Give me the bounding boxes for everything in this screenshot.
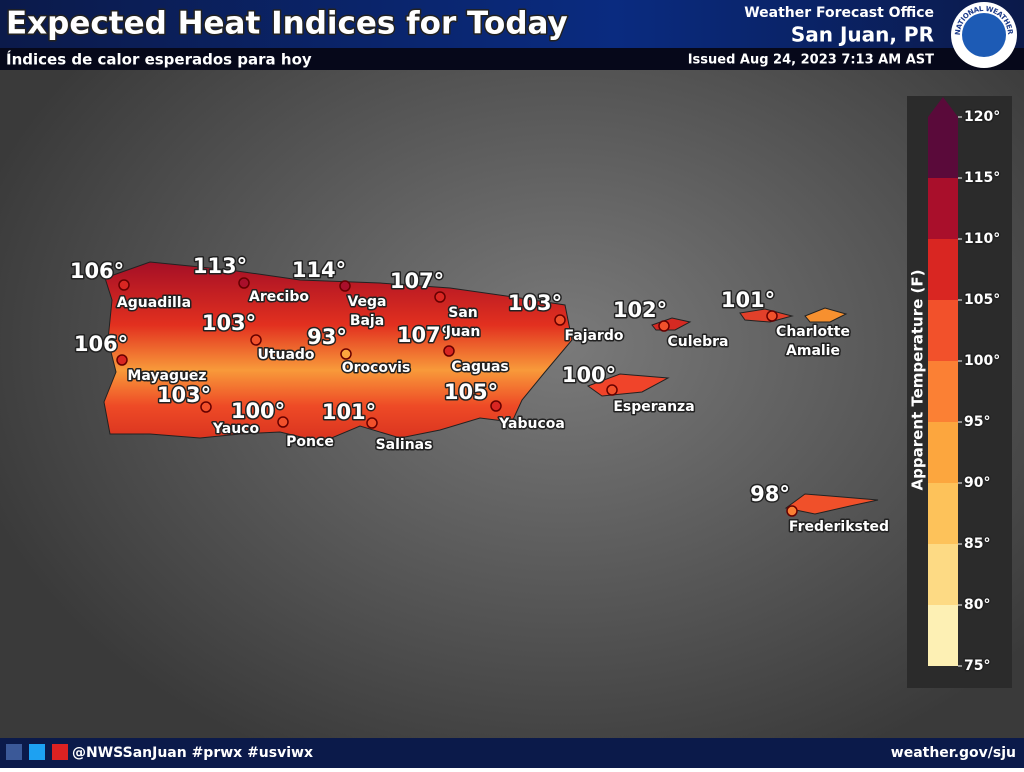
place-label: Orocovis	[342, 360, 411, 376]
legend-band	[928, 544, 958, 605]
temperature-label: 106°	[74, 332, 128, 356]
header-bar	[0, 0, 1024, 48]
legend-tick-label: 110°	[964, 231, 1000, 247]
legend-title: Apparent Temperature (F)	[909, 270, 927, 491]
office: Weather Forecast Office	[744, 5, 934, 21]
legend-tick-label: 95°	[964, 414, 990, 430]
labels: 106° 113° 114° 107° 103° 102° 101° 103° 93° 107° 1…	[68, 253, 890, 537]
station-dot	[339, 280, 351, 292]
st-john	[804, 307, 848, 323]
subtitle: Índices de calor esperados para hoy	[6, 50, 312, 69]
temperature-label: 107°	[390, 269, 444, 293]
station-dot	[238, 277, 250, 289]
legend: 75° 80° 85° 90° 95° 100° 105° 110° 115° 120°	[928, 97, 1002, 676]
legend-band	[928, 605, 958, 666]
place-label: Arecibo	[249, 289, 309, 305]
temperature-label: 103°	[202, 311, 256, 335]
legend-tick-label: 120°	[964, 109, 1000, 125]
legend-band	[928, 422, 958, 483]
social: @NWSSanJuan #prwx #usviwx	[72, 745, 313, 761]
station-dot	[490, 400, 502, 412]
temperature-label: 93°	[307, 325, 347, 349]
place-label: Esperanza	[613, 399, 694, 415]
title: Expected Heat Indices for Today	[6, 6, 568, 42]
temperature-label: 113°	[193, 254, 247, 278]
legend-tick-label: 105°	[964, 292, 1000, 308]
place-label: Mayaguez	[127, 368, 206, 384]
place-label: Yauco	[212, 421, 260, 437]
st-croix	[784, 493, 879, 515]
location: San Juan, PR	[791, 23, 934, 47]
legend-tick-label: 80°	[964, 597, 990, 613]
legend-band	[928, 483, 958, 544]
islands	[103, 261, 879, 515]
station-dot	[658, 320, 670, 332]
place-label: Aguadilla	[117, 295, 191, 311]
temperature-label: 101°	[322, 400, 376, 424]
legend-arrow	[928, 97, 958, 117]
legend-band	[928, 361, 958, 422]
temperature-label: 103°	[508, 291, 562, 315]
temperature-label: 100°	[231, 399, 285, 423]
legend-tick-label: 100°	[964, 353, 1000, 369]
place-label: Yabucoa	[498, 416, 565, 432]
logo-inner	[962, 13, 1006, 57]
station-dot	[606, 384, 618, 396]
footer-bar	[0, 738, 1024, 768]
puerto-rico	[103, 261, 573, 443]
temperature-label: 106°	[70, 259, 124, 283]
legend-tick-label: 75°	[964, 658, 990, 674]
station-dot	[434, 291, 446, 303]
station-dot	[250, 334, 262, 346]
legend-band	[928, 178, 958, 239]
station-dot	[340, 348, 352, 360]
temperature-label: 98°	[750, 482, 790, 506]
legend-band	[928, 117, 958, 178]
temperature-label: 101°	[721, 288, 775, 312]
legend-tick-label: 90°	[964, 475, 990, 491]
temperature-label: 114°	[292, 258, 346, 282]
place-label: Salinas	[376, 437, 433, 453]
place-label: San	[448, 305, 478, 321]
place-label: Juan	[445, 324, 481, 340]
legend-box	[907, 96, 1012, 688]
place-label: Vega	[347, 294, 386, 310]
facebook-icon[interactable]	[6, 744, 22, 760]
station-dot	[766, 310, 778, 322]
station-dot	[786, 505, 798, 517]
station-dot	[443, 345, 455, 357]
temperature-label: 107°	[397, 323, 451, 347]
station-dot	[116, 354, 128, 366]
legend-band	[928, 300, 958, 361]
temperature-label: 105°	[444, 380, 498, 404]
temperature-label: 102°	[613, 298, 667, 322]
place-label: Caguas	[451, 359, 509, 375]
station-dot	[200, 401, 212, 413]
station-dot	[277, 416, 289, 428]
youtube-icon[interactable]	[52, 744, 68, 760]
place-label: Culebra	[668, 334, 729, 350]
place-label: Baja	[350, 313, 384, 329]
legend-tick-label: 85°	[964, 536, 990, 552]
legend-band	[928, 239, 958, 300]
issued: Issued Aug 24, 2023 7:13 AM AST	[688, 53, 934, 68]
station-dot	[118, 279, 130, 291]
legend-tick-label: 115°	[964, 170, 1000, 186]
website[interactable]: weather.gov/sju	[891, 745, 1016, 761]
st-thomas	[739, 308, 794, 323]
place-label: Charlotte	[776, 324, 850, 340]
place-label: Utuado	[257, 347, 314, 363]
place-label: Frederiksted	[789, 519, 889, 535]
temperature-label: 100°	[562, 363, 616, 387]
place-label: Amalie	[786, 343, 840, 359]
temperature-label: 103°	[157, 383, 211, 407]
twitter-icon[interactable]	[29, 744, 45, 760]
place-label: Ponce	[286, 434, 334, 450]
station-dot	[366, 417, 378, 429]
station-dot	[554, 314, 566, 326]
place-label: Fajardo	[565, 328, 624, 344]
subheader-bar	[0, 48, 1024, 70]
